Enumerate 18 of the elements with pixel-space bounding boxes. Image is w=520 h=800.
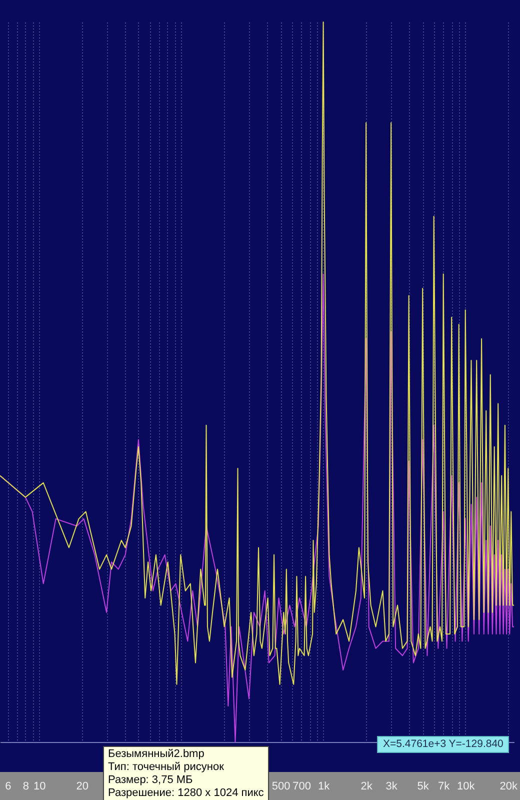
x-tick-label: 3k: [386, 780, 398, 792]
x-tick-label: 10k: [456, 780, 476, 792]
x-tick-label: 2k: [360, 780, 373, 792]
x-tick-label: 20: [76, 780, 89, 792]
x-tick-label: 700: [292, 780, 311, 792]
x-tick-label: 20k: [500, 780, 518, 792]
x-tick-label: 5k: [417, 780, 430, 792]
text: Разрешение: 1280 x 1024 пикс: [108, 787, 264, 800]
x-tick-label: 10: [34, 780, 46, 792]
text: Тип: точечный рисунок: [108, 761, 225, 774]
annotation: X=5.4761e+3 Y=-129.840: [377, 736, 510, 753]
x-tick-label: 8: [22, 780, 29, 792]
x-tick-label: 6: [5, 780, 12, 792]
text: Безымянный2.bmp: [108, 748, 206, 761]
text: Размер: 3,75 МБ: [108, 774, 194, 787]
x-tick-label: 1k: [318, 780, 330, 792]
x-tick-label: 7k: [438, 780, 450, 792]
x-tick-label: 500: [272, 780, 290, 792]
